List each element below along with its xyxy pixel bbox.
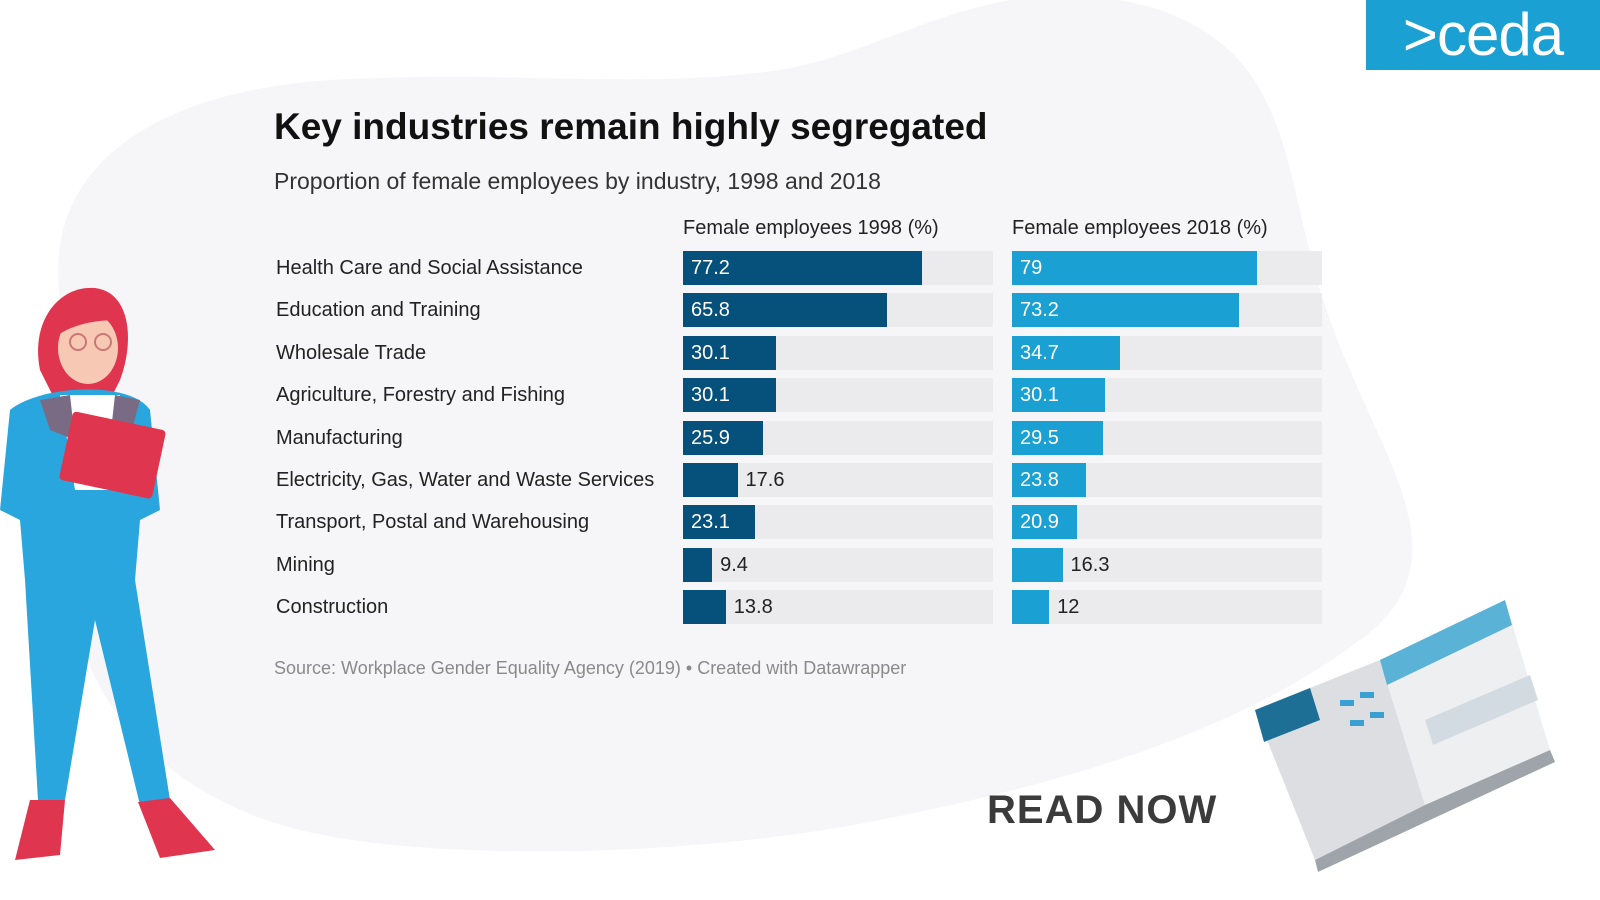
bar-track: 29.5 (1012, 420, 1322, 455)
bar-track: 17.6 (683, 463, 993, 497)
data-label: 34.7 (1020, 341, 1059, 364)
bar-track: 23.1 (683, 505, 993, 540)
category-label: Education and Training (276, 299, 481, 322)
chart-source: Source: Workplace Gender Equality Agency… (274, 658, 907, 678)
bar-track: 34.7 (1012, 335, 1322, 370)
bar-1998 (683, 420, 764, 455)
category-label: Wholesale Trade (276, 341, 427, 364)
bar-2018 (1012, 378, 1106, 413)
chart-title: Key industries remain highly segregated (274, 106, 988, 147)
data-label: 29.5 (1020, 426, 1059, 449)
data-label: 25.9 (691, 426, 730, 449)
category-label: Health Care and Social Assistance (276, 257, 583, 279)
bar-2018 (1012, 420, 1104, 455)
bar-1998 (683, 590, 726, 625)
data-label: 23.1 (691, 511, 730, 534)
chart-row: Construction 13.8 12 (276, 589, 1326, 625)
bar-1998 (683, 547, 713, 582)
data-label: 79 (1020, 257, 1043, 279)
bar-track: 13.8 (683, 590, 993, 625)
data-label: 73.2 (1020, 299, 1059, 322)
data-label: 17.6 (745, 469, 785, 491)
chart-row: Mining 9.4 16.3 (276, 547, 1326, 583)
bar-track: 9.4 (683, 547, 993, 582)
data-label: 20.9 (1020, 511, 1059, 534)
bar-2018 (1012, 463, 1086, 497)
data-label: 30.1 (1020, 384, 1059, 407)
bar-track: 65.8 (683, 293, 993, 328)
bar-1998 (683, 463, 738, 497)
data-label: 9.4 (720, 553, 748, 576)
chart-row: Electricity, Gas, Water and Waste Servic… (276, 462, 1326, 498)
read-now-button[interactable]: READ NOW (987, 788, 1218, 832)
chart-row: Health Care and Social Assistance 77.2 79 (276, 250, 1326, 286)
bar-2018 (1012, 547, 1063, 582)
data-label: 65.8 (691, 299, 730, 322)
data-label: 77.2 (691, 257, 730, 279)
bar-1998 (683, 335, 777, 370)
report-brochure-illustration (1255, 600, 1555, 872)
column-header-1998: Female employees 1998 (%) (683, 217, 939, 239)
chart-row: Education and Training 65.8 73.2 (276, 292, 1326, 328)
bar-track: 30.1 (683, 378, 993, 413)
bar-track: 73.2 (1012, 293, 1322, 328)
category-label: Construction (276, 596, 389, 619)
logo-text: >ceda (1402, 1, 1564, 68)
bar-track: 25.9 (683, 420, 993, 455)
bar-track: 77.2 (683, 251, 993, 285)
bar-track: 79 (1012, 251, 1322, 285)
data-label: 13.8 (733, 596, 773, 619)
data-label: 30.1 (691, 341, 730, 364)
data-label: 30.1 (691, 384, 730, 407)
bar-track: 30.1 (683, 335, 993, 370)
column-header-2018: Female employees 2018 (%) (1012, 217, 1268, 239)
bar-1998 (683, 378, 777, 413)
category-label: Manufacturing (276, 426, 403, 449)
bar-2018 (1012, 505, 1077, 540)
chart-row: Wholesale Trade 30.1 34.7 (276, 335, 1326, 371)
chart-row: Agriculture, Forestry and Fishing 30.1 30.… (276, 377, 1326, 413)
woman-illustration (0, 287, 215, 860)
category-label: Electricity, Gas, Water and Waste Servic… (276, 469, 655, 491)
data-label: 12 (1057, 596, 1080, 619)
bar-2018 (1012, 251, 1257, 285)
ceda-logo[interactable]: >ceda (1366, 0, 1600, 70)
category-label: Mining (276, 553, 335, 576)
bar-2018 (1012, 590, 1050, 625)
bar-1998 (683, 293, 887, 328)
bar-2018 (1012, 335, 1120, 370)
bar-1998 (683, 251, 923, 285)
category-label: Transport, Postal and Warehousing (276, 511, 590, 534)
bar-track: 12 (1012, 590, 1322, 625)
chart-row: Transport, Postal and Warehousing 23.1 20.… (276, 504, 1326, 540)
bar-track: 30.1 (1012, 378, 1322, 413)
bar-track: 20.9 (1012, 505, 1322, 540)
chart-subtitle: Proportion of female employees by indust… (274, 168, 881, 194)
bar-1998 (683, 505, 755, 540)
bar-track: 16.3 (1012, 547, 1322, 582)
data-label: 23.8 (1020, 469, 1059, 491)
bar-2018 (1012, 293, 1239, 328)
bar-track: 23.8 (1012, 463, 1322, 497)
category-label: Agriculture, Forestry and Fishing (276, 384, 566, 407)
data-label: 16.3 (1070, 553, 1110, 576)
chart-row: Manufacturing 25.9 29.5 (276, 420, 1326, 456)
